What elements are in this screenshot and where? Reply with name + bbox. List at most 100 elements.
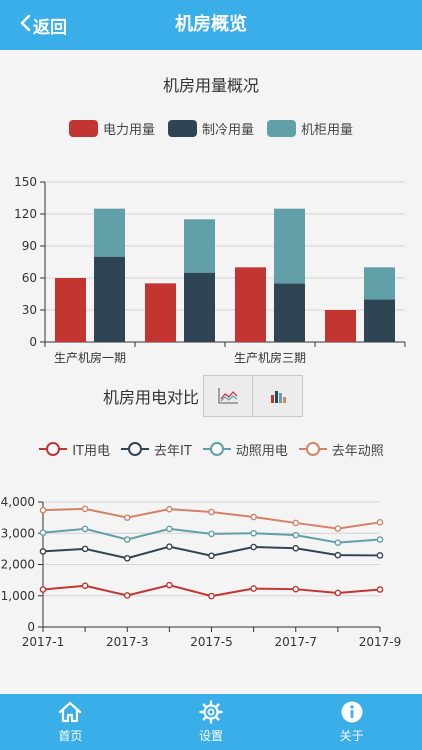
tab-home[interactable]: 首页 — [0, 694, 141, 750]
data-point — [208, 530, 215, 538]
data-point — [166, 525, 173, 533]
y-tick-label: 60 — [22, 271, 37, 285]
data-point — [376, 552, 384, 559]
data-point — [334, 539, 342, 546]
info-icon — [341, 701, 363, 723]
y-tick-label: 1,000 — [1, 589, 35, 603]
data-point — [39, 529, 47, 536]
data-point — [292, 531, 300, 539]
data-point — [250, 585, 257, 592]
legend-item-it[interactable]: IT用电 — [38, 438, 110, 460]
y-tick-label: 30 — [22, 303, 37, 317]
data-point — [39, 506, 47, 514]
power-comparison-line-chart: 0 1,000 2,000 3,000 4,000 2017-1 2017-3 2017-5 2… — [1, 495, 402, 649]
data-point — [123, 592, 131, 599]
data-point — [208, 508, 215, 516]
legend-swatch-power — [68, 119, 98, 137]
data-point — [81, 525, 89, 533]
chevron-left-icon — [20, 13, 31, 37]
bar-cooling — [94, 256, 125, 342]
data-point — [166, 581, 173, 589]
legend-marker-lighting — [202, 442, 231, 456]
bar-chart-toggle-button[interactable] — [253, 375, 304, 417]
legend-label-it: IT用电 — [72, 443, 110, 459]
back-label: 返回 — [33, 17, 67, 38]
data-point — [334, 551, 342, 559]
y-tick-label: 4,000 — [1, 495, 35, 509]
bar-cabinet — [184, 219, 215, 273]
legend-marker-last-year-it — [120, 442, 149, 456]
y-tick-label: 120 — [14, 207, 37, 221]
y-tick-label: 90 — [22, 239, 37, 253]
bar-cooling — [184, 272, 215, 342]
legend-item-last-year-it[interactable]: 去年IT — [120, 438, 192, 460]
tab-about-label: 关于 — [339, 729, 364, 743]
legend-item-power[interactable]: 电力用量 — [68, 117, 155, 139]
data-point — [123, 554, 131, 562]
chart2-title: 机房用电对比 — [103, 388, 200, 407]
data-point — [334, 589, 342, 597]
y-tick-label: 3,000 — [1, 526, 35, 540]
data-point — [123, 536, 131, 543]
data-point — [123, 514, 131, 521]
data-point — [39, 548, 47, 555]
bottom-tab-bar: 首页 设置 关于 — [0, 694, 422, 750]
tab-settings[interactable]: 设置 — [141, 694, 282, 750]
legend-swatch-cabinet — [267, 119, 296, 137]
line-chart-toggle-button[interactable] — [203, 375, 254, 417]
legend-marker-it — [39, 442, 68, 456]
home-icon — [59, 701, 82, 723]
data-point — [81, 505, 89, 513]
legend-item-cooling[interactable]: 制冷用量 — [167, 117, 254, 139]
data-point — [292, 519, 300, 527]
data-point — [376, 536, 384, 543]
chart1-legend: 电力用量 制冷用量 机柜用量 — [0, 117, 422, 139]
x-tick-label: 2017-9 — [359, 635, 402, 649]
data-point — [39, 586, 47, 593]
data-point — [166, 505, 173, 513]
x-tick-label: 2017-7 — [274, 635, 317, 649]
bar-cooling — [274, 283, 305, 342]
tab-home-label: 首页 — [58, 729, 83, 743]
legend-item-last-year-lighting[interactable]: 去年动照 — [298, 438, 384, 460]
data-point — [81, 545, 89, 553]
usage-bar-chart: 0 30 60 90 120 150 生产机房一期 生产机房三期 — [14, 175, 406, 365]
bar-cabinet — [364, 267, 395, 300]
data-point — [292, 544, 300, 552]
bar-cabinet — [94, 208, 125, 257]
data-point — [208, 552, 215, 560]
data-point — [166, 543, 173, 550]
legend-label-last-year-lighting: 去年动照 — [331, 443, 384, 459]
legend-marker-last-year-lighting — [298, 442, 327, 456]
header-bar: 返回 机房概览 — [0, 0, 422, 50]
x-tick-label: 2017-5 — [190, 635, 233, 649]
x-tick-label: 2017-3 — [106, 635, 149, 649]
legend-label-cabinet: 机柜用量 — [301, 122, 354, 138]
x-tick-label: 生产机房一期 — [54, 350, 126, 365]
bar-power — [145, 283, 176, 342]
page-title: 机房概览 — [175, 14, 247, 35]
data-point — [250, 543, 257, 551]
bar-chart-icon — [270, 391, 286, 403]
data-point — [376, 519, 384, 526]
data-point — [250, 529, 257, 537]
data-point — [334, 525, 342, 532]
chart2-legend: IT用电 去年IT 动照用电 去年动照 — [0, 438, 422, 460]
legend-item-lighting[interactable]: 动照用电 — [202, 438, 288, 460]
data-point — [208, 592, 215, 600]
back-button[interactable]: 返回 — [20, 0, 67, 50]
legend-item-cabinet[interactable]: 机柜用量 — [267, 117, 353, 139]
chart1-title: 机房用量概况 — [162, 76, 259, 95]
tab-about[interactable]: 关于 — [281, 694, 422, 750]
y-tick-label: 150 — [14, 175, 37, 189]
legend-label-lighting: 动照用电 — [235, 443, 288, 459]
bar-cooling — [364, 299, 395, 342]
y-tick-label: 2,000 — [1, 558, 35, 572]
legend-label-power: 电力用量 — [102, 122, 155, 138]
chart2-header: 机房用电对比 — [103, 374, 304, 418]
data-point — [81, 582, 89, 590]
line-chart-icon — [218, 388, 239, 404]
data-point — [376, 586, 384, 593]
legend-swatch-cooling — [167, 119, 197, 137]
bar-power — [55, 278, 86, 342]
